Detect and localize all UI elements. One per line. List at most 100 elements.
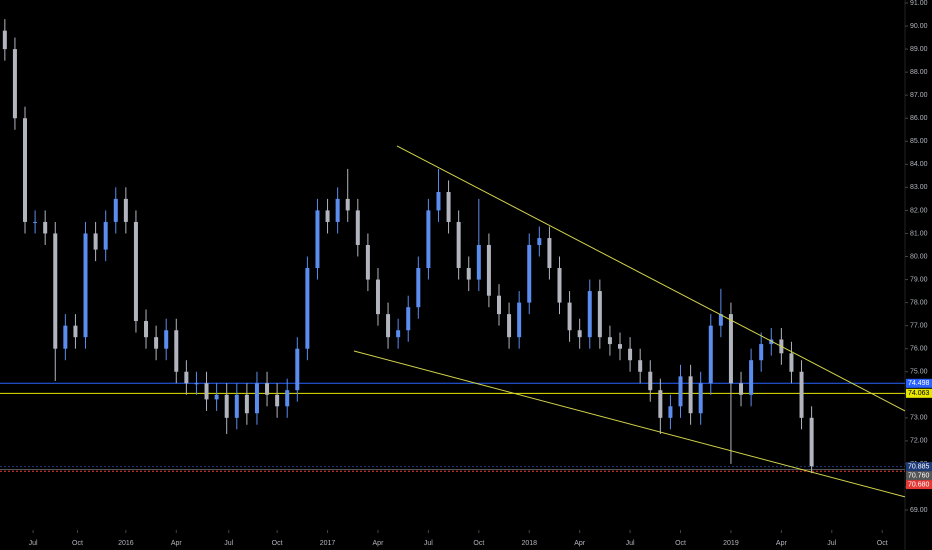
candle-body (43, 221, 48, 234)
candle-body (486, 244, 491, 296)
candle-body (83, 233, 88, 338)
y-tick-label: 76.00 (910, 346, 928, 353)
candle-body (517, 302, 522, 338)
candle-body (295, 348, 300, 391)
candle-body (628, 348, 633, 361)
y-tick-label: 80.00 (910, 253, 928, 260)
candle-body (507, 314, 512, 338)
candle-body (426, 210, 431, 269)
x-tick-label: Jul (29, 540, 38, 547)
candle-body (708, 325, 713, 384)
candle-body (154, 337, 159, 349)
x-tick-label: 2017 (320, 540, 336, 547)
candle-body (285, 390, 290, 407)
price-label: 70.885 (908, 463, 930, 470)
price-label-bg (906, 462, 932, 472)
x-tick-label: 2019 (723, 540, 739, 547)
x-tick-label: Jul (224, 540, 233, 547)
price-label-bg (906, 471, 932, 481)
candle-body (174, 330, 179, 372)
trend-line (353, 350, 906, 498)
candle-body (315, 210, 320, 269)
candle-body (184, 371, 189, 384)
trend-line (396, 145, 906, 412)
y-tick-label: 89.00 (910, 46, 928, 53)
candle-body (799, 371, 804, 418)
y-tick-label: 77.00 (910, 322, 928, 329)
candle-body (144, 321, 149, 338)
candle-body (93, 233, 98, 250)
y-tick-label: 78.00 (910, 299, 928, 306)
candle-body (12, 49, 17, 119)
x-tick-label: Oct (272, 540, 283, 547)
candle-body (456, 221, 461, 269)
candle-body (638, 360, 643, 372)
y-tick-label: 88.00 (910, 69, 928, 76)
x-tick-label: Apr (574, 540, 586, 547)
x-tick-label: Apr (776, 540, 788, 547)
candle-body (325, 210, 330, 222)
price-label: 70.760 (908, 472, 930, 479)
candle-body (678, 376, 683, 407)
candle-body (618, 344, 623, 349)
y-tick-label: 85.00 (910, 138, 928, 145)
candle-body (698, 383, 703, 414)
candle-body (254, 383, 259, 414)
candle-body (214, 394, 219, 400)
candle-body (365, 244, 370, 280)
candle-body (244, 394, 249, 414)
candle-body (577, 330, 582, 338)
candle-body (204, 383, 209, 400)
candle-body (386, 314, 391, 338)
candle-body (537, 238, 542, 245)
candle-body (607, 337, 612, 345)
candle-body (275, 394, 280, 407)
y-tick-label: 87.00 (910, 92, 928, 99)
price-label: 74.063 (908, 390, 930, 397)
candle-body (769, 339, 774, 345)
y-tick-label: 75.00 (910, 369, 928, 376)
candle-body (728, 314, 733, 384)
x-tick-label: Oct (675, 540, 686, 547)
y-tick-label: 84.00 (910, 161, 928, 168)
candle-body (668, 406, 673, 418)
x-tick-label: Oct (877, 540, 888, 547)
candle-body (164, 330, 169, 349)
candle-body (587, 291, 592, 338)
candle-body (194, 383, 199, 385)
x-tick-label: Apr (171, 540, 183, 547)
y-tick-label: 90.00 (910, 23, 928, 30)
candle-body (759, 344, 764, 361)
y-tick-label: 81.00 (910, 230, 928, 237)
price-label: 74.498 (908, 380, 930, 387)
candle-body (2, 30, 7, 50)
candle-body (234, 394, 239, 418)
candle-body (567, 302, 572, 331)
candle-body (73, 325, 78, 338)
y-tick-label: 86.00 (910, 115, 928, 122)
y-tick-label: 73.00 (910, 415, 928, 422)
candle-body (688, 376, 693, 414)
candle-body (557, 268, 562, 303)
price-label: 70.680 (908, 481, 930, 488)
candle-body (527, 244, 532, 303)
candle-body (123, 198, 128, 222)
x-tick-label: Jul (626, 540, 635, 547)
x-tick-label: Oct (473, 540, 484, 547)
candle-body (809, 417, 814, 467)
candle-body (103, 221, 108, 250)
candle-body (547, 238, 552, 269)
y-tick-label: 91.00 (910, 0, 928, 7)
candle-body (476, 244, 481, 280)
price-label-bg (906, 378, 932, 388)
y-tick-label: 83.00 (910, 184, 928, 191)
candle-body (406, 307, 411, 331)
candle-body (224, 394, 229, 418)
candle-body (496, 295, 501, 315)
candle-body (436, 191, 441, 211)
y-tick-label: 69.00 (910, 507, 928, 514)
candle-body (345, 198, 350, 211)
